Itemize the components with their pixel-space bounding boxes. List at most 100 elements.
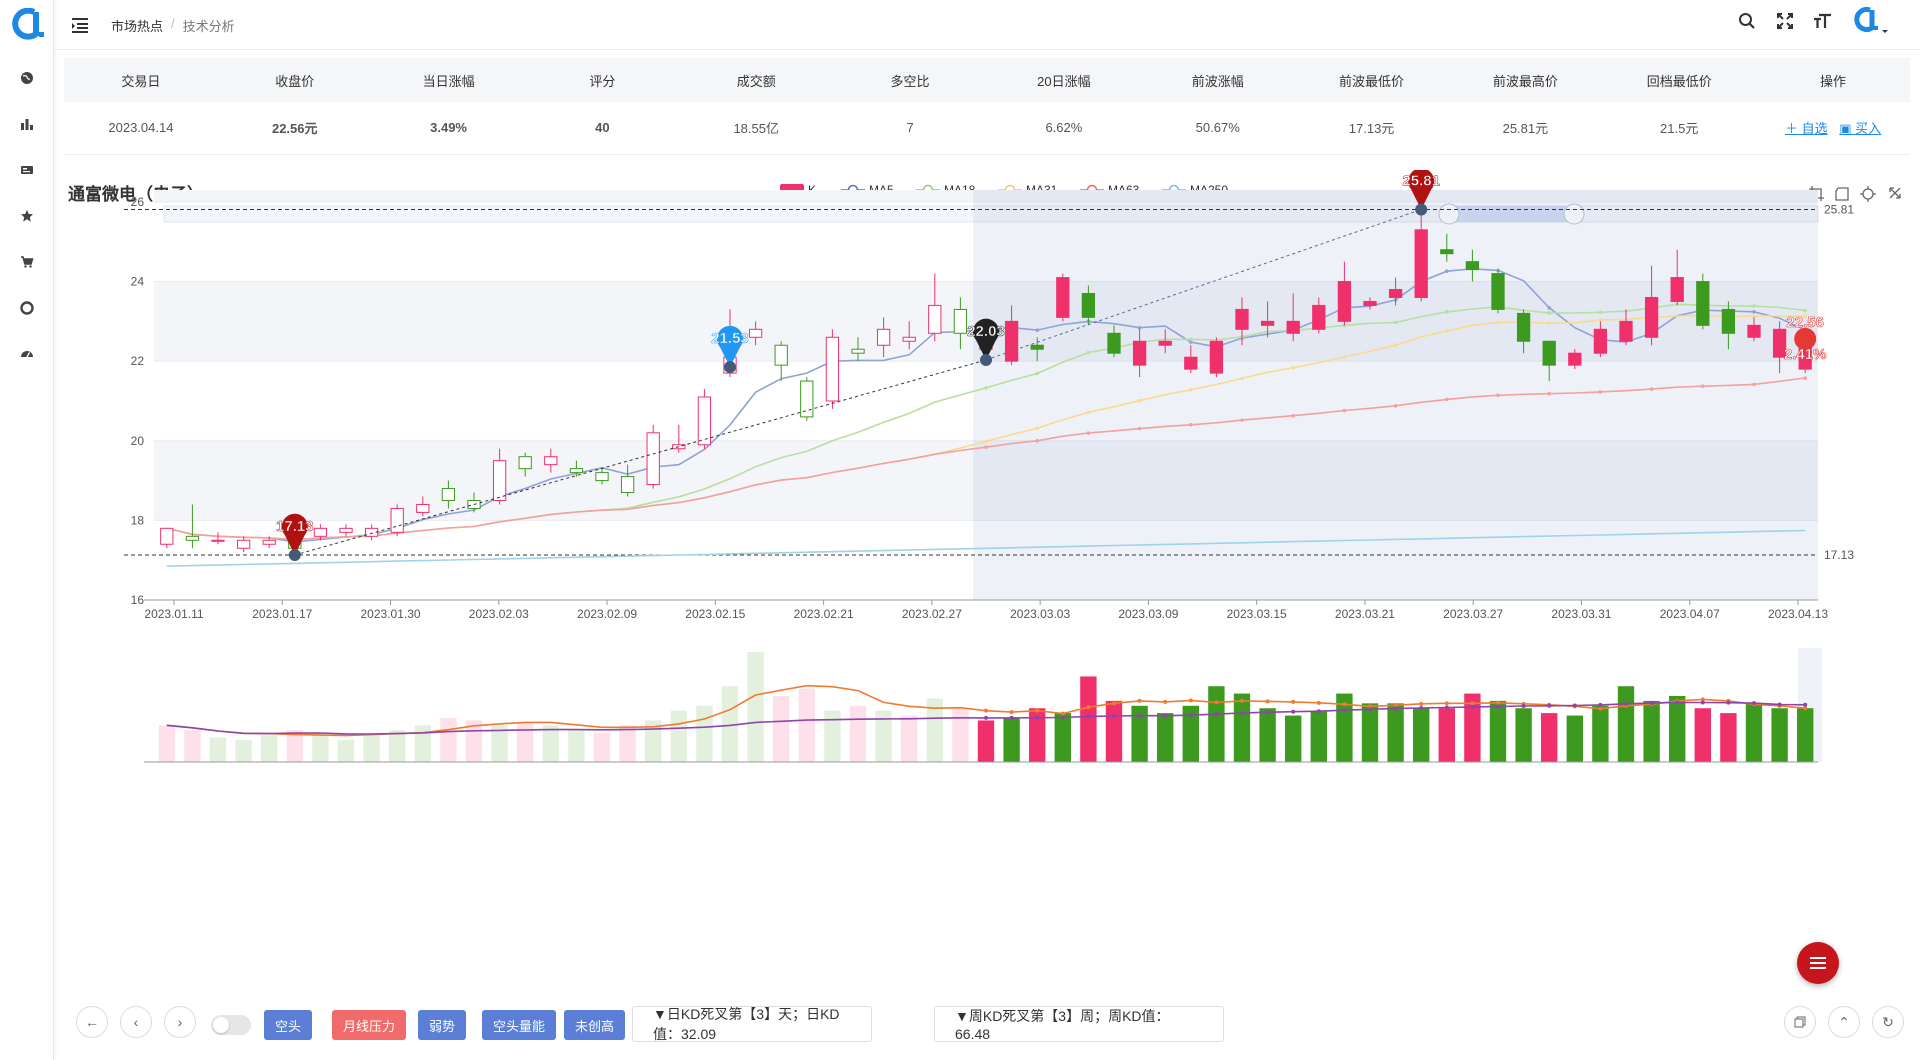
ref-line-label: 25.81 — [1824, 203, 1854, 217]
volume-ma5-line-point — [1700, 697, 1705, 702]
tag-weak[interactable]: 弱势 — [418, 1010, 467, 1040]
volume-bar — [773, 696, 790, 762]
volume-bar — [1669, 696, 1686, 762]
font-size-icon[interactable] — [1812, 10, 1834, 32]
restore-icon[interactable] — [1860, 186, 1876, 202]
bottom-toolbar: ← ‹ › 空头 月线压力 弱势 空头量能 未创高 ▼日KD死叉第【3】天；日K… — [54, 1000, 1920, 1050]
volume-bar — [1771, 708, 1788, 762]
candle-body — [953, 308, 968, 334]
ma18-point — [1086, 350, 1091, 355]
ma31-point — [1035, 426, 1039, 431]
candle-body — [236, 539, 251, 549]
data-zoom-slider[interactable] — [163, 203, 1819, 225]
tag-bearish[interactable]: 空头 — [264, 1010, 313, 1040]
user-avatar-logo[interactable] — [1850, 7, 1890, 33]
daily-kd-info[interactable]: ▼日KD死叉第【3】天；日KD值：32.09 — [632, 1006, 872, 1042]
ma31-point — [1547, 321, 1551, 325]
candle-body — [1440, 249, 1454, 255]
dashboard-icon[interactable] — [17, 344, 37, 364]
search-icon[interactable] — [1736, 10, 1758, 32]
volume-bar — [1131, 705, 1148, 762]
refresh-button[interactable]: ↻ — [1872, 1006, 1904, 1038]
menu-fold-icon[interactable] — [70, 15, 90, 35]
candle-body — [1696, 281, 1710, 326]
buy-icon: ▣ — [1839, 121, 1856, 137]
scroll-top-button[interactable]: ⌃ — [1828, 1006, 1860, 1038]
next-button[interactable]: › — [164, 1006, 196, 1038]
volume-bar — [440, 718, 457, 762]
volume-bar — [517, 722, 534, 762]
volume-bar — [286, 730, 303, 762]
ma18-point — [1189, 337, 1193, 342]
zoom-reset-icon[interactable] — [1835, 187, 1849, 201]
moving-average-lines — [166, 267, 1807, 567]
volume-ma40-line-point — [1240, 710, 1244, 715]
high-marker-blue-dot — [724, 361, 736, 374]
x-tick-label: 2023.03.31 — [1551, 607, 1611, 621]
trend-lines — [294, 209, 1422, 556]
ma5-point — [1035, 328, 1039, 332]
volume-ma40-line-point — [1163, 713, 1168, 718]
volume-ma5-line-point — [1419, 701, 1424, 706]
tag-bearish-volume[interactable]: 空头量能 — [482, 1010, 557, 1040]
volume-ma40-line-point — [1470, 704, 1475, 709]
news-icon[interactable] — [17, 160, 37, 180]
volume-bar — [158, 725, 175, 762]
table-row: 2023.04.14 22.56元 3.49% 40 18.55亿 7 6.62… — [64, 102, 1910, 155]
volume-ma5-line-point — [1803, 706, 1808, 711]
y-tick-label: 26 — [131, 195, 145, 209]
ma5-point — [1137, 325, 1142, 330]
volume-bar — [1617, 686, 1635, 762]
fullscreen-chart-icon[interactable] — [1889, 187, 1901, 199]
x-tick-label: 2023.01.17 — [252, 607, 312, 621]
candle-body — [825, 336, 840, 402]
volume-ma40-line-point — [1649, 701, 1654, 706]
x-tick-label: 2023.02.03 — [469, 607, 529, 621]
cart-icon[interactable] — [17, 252, 37, 272]
cell-close: 22.56元 — [217, 102, 372, 155]
star-icon[interactable] — [17, 206, 37, 226]
ma63-point — [1393, 404, 1398, 408]
candle-body — [441, 488, 456, 501]
volume-chart — [144, 648, 1822, 763]
ma63-point — [1547, 391, 1551, 396]
candle-body — [1107, 332, 1121, 354]
y-tick-label: 24 — [131, 275, 145, 289]
buy-link[interactable]: ▣ 买入 — [1839, 121, 1881, 136]
floating-menu-button[interactable] — [1797, 942, 1839, 984]
peak-marker-dot — [1415, 203, 1428, 216]
candle-body — [1670, 277, 1684, 302]
app-logo[interactable] — [10, 8, 46, 42]
volume-bar — [593, 732, 611, 762]
back-button[interactable]: ← — [76, 1006, 108, 1038]
volume-ma5-line-point — [1470, 701, 1475, 706]
volume-bar — [1566, 715, 1583, 762]
candle-body — [364, 527, 379, 537]
mode-toggle[interactable] — [211, 1015, 251, 1035]
fullscreen-icon[interactable] — [1774, 10, 1796, 32]
ma250-line — [166, 529, 1806, 567]
volume-bar — [235, 740, 252, 762]
zoom-window — [1449, 206, 1574, 222]
ma31-point — [1598, 318, 1603, 322]
ma5-point — [1445, 269, 1449, 274]
weekly-kd-info[interactable]: ▼周KD死叉第【3】周；周KD值：66.48 — [934, 1006, 1224, 1042]
copy-button[interactable] — [1784, 1006, 1816, 1038]
header-close: 收盘价 — [217, 58, 372, 102]
prev-button[interactable]: ‹ — [120, 1006, 152, 1038]
volume-bar — [1464, 693, 1481, 762]
bar-chart-icon[interactable] — [17, 114, 37, 134]
volume-bar — [849, 705, 867, 762]
volume-ma5-line-point — [1393, 703, 1398, 708]
candle-body — [1593, 328, 1608, 354]
add-watchlist-link[interactable]: ＋ 自选 — [1784, 121, 1828, 137]
globe-icon[interactable] — [17, 68, 37, 88]
selected-range-shade — [973, 190, 1818, 600]
tag-no-new-high[interactable]: 未创高 — [564, 1010, 626, 1040]
peak-marker-label: 25.81 — [1402, 173, 1440, 190]
breadcrumb-parent[interactable]: 市场热点 — [111, 19, 164, 34]
lifebuoy-icon[interactable] — [17, 298, 37, 318]
tag-monthly-pressure[interactable]: 月线压力 — [332, 1010, 407, 1040]
volume-bar — [1157, 713, 1174, 762]
